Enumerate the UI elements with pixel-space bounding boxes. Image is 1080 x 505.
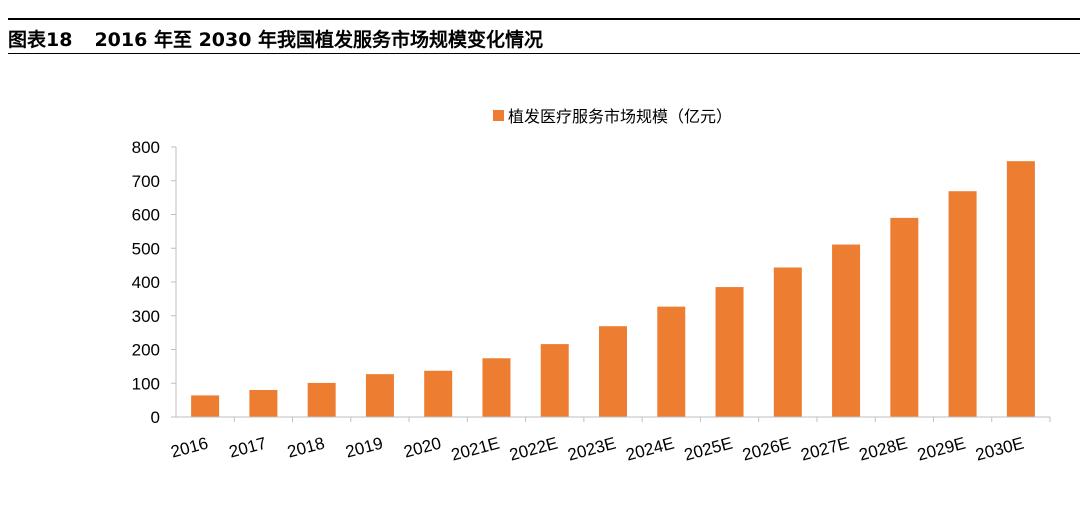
x-tick-label: 2019 [344,434,385,462]
x-axis: 2016 2017 2018 2019 2020 2021E 2022E 2023E 2024E… [169,417,1050,465]
x-tick-label: 2027E [799,434,851,465]
bar [541,344,569,417]
y-tick-label: 400 [132,273,160,292]
y-tick-label: 300 [132,307,160,326]
x-tick-label: 2017 [227,434,268,462]
legend-label: 植发医疗服务市场规模（亿元） [508,107,732,126]
y-tick-label: 0 [151,408,160,427]
y-tick-label: 200 [132,341,160,360]
bar [890,218,918,417]
y-tick-label: 100 [132,374,160,393]
bar [249,390,277,417]
bar-chart: 植发医疗服务市场规模（亿元） 0 100 200 300 400 500 600 700 800… [0,0,1080,505]
x-tick-label: 2018 [285,434,326,462]
y-tick-label: 600 [132,206,160,225]
y-tick-label: 700 [132,172,160,191]
bar [424,371,452,417]
x-tick-label: 2025E [682,434,734,465]
bar [832,245,860,417]
x-tick-label: 2021E [449,434,501,465]
x-tick-label: 2020 [402,434,443,462]
y-tick-label: 500 [132,239,160,258]
y-tick-label: 800 [132,138,160,157]
bar [774,267,802,417]
legend-swatch [493,110,504,121]
x-tick-label: 2030E [973,434,1025,465]
y-axis: 0 100 200 300 400 500 600 700 800 [132,138,176,427]
bar [949,191,977,417]
bar [1007,161,1035,417]
bar [308,383,336,417]
x-tick-label: 2023E [566,434,618,465]
x-tick-label: 2029E [915,434,967,465]
bar [366,374,394,417]
bar [657,307,685,417]
x-tick-label: 2016 [169,434,210,462]
bar-series [191,161,1035,417]
bar [716,287,744,417]
x-tick-label: 2028E [857,434,909,465]
bar [191,395,219,417]
x-tick-label: 2026E [740,434,792,465]
bar [599,326,627,417]
bar [482,358,510,417]
x-tick-label: 2022E [507,434,559,465]
x-tick-label: 2024E [624,434,676,465]
chart-legend: 植发医疗服务市场规模（亿元） [493,107,732,126]
